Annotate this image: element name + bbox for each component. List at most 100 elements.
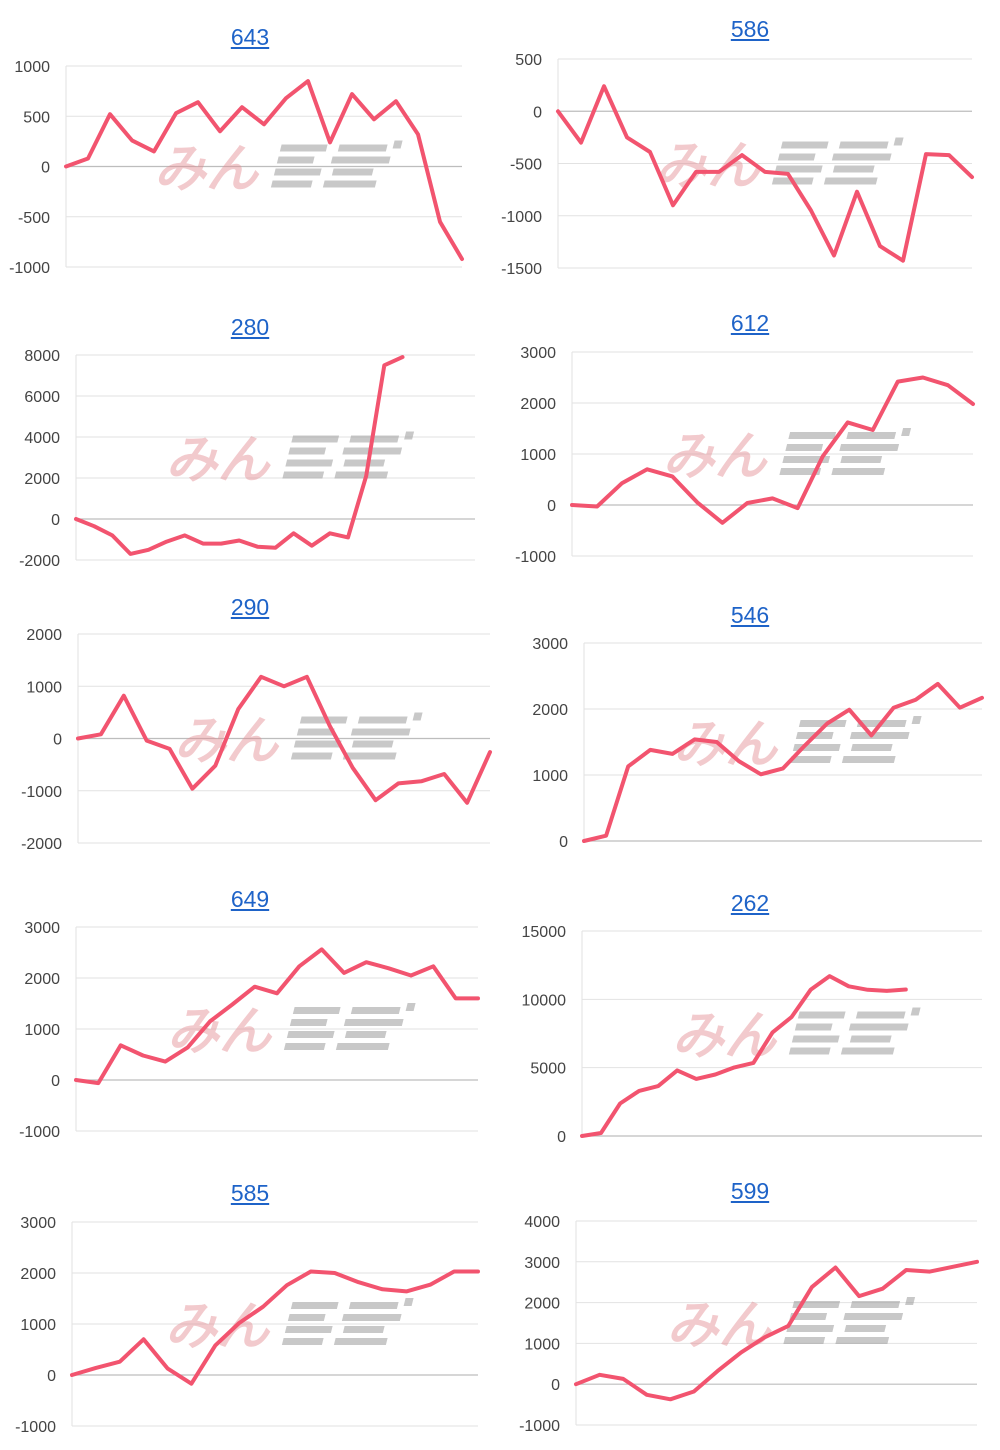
- y-tick-label: 4000: [524, 1214, 560, 1231]
- y-tick-label: 0: [551, 1377, 560, 1394]
- chart-panel: 599 -1000 0 1000 2000 3000 4000 みん: [500, 1160, 1000, 1450]
- y-tick-label: 0: [53, 732, 62, 749]
- watermark-stripes: [290, 712, 423, 760]
- watermark-logo: みん: [663, 427, 912, 487]
- series-line: [570, 375, 975, 525]
- series-line: [64, 79, 464, 261]
- y-tick-label: 0: [47, 1368, 56, 1385]
- chart-panel: 612 -1000 0 1000 2000 3000 みん: [500, 290, 1000, 580]
- watermark-text: みん: [663, 427, 769, 487]
- y-tick-label: -1500: [501, 261, 542, 278]
- y-tick-label: 6000: [24, 389, 60, 406]
- y-tick-label: -2000: [19, 553, 60, 570]
- y-tick-label: -1000: [515, 549, 556, 566]
- y-tick-label: 2000: [520, 396, 556, 413]
- y-tick-label: 1000: [20, 1317, 56, 1334]
- chart-title-link[interactable]: 649: [230, 886, 270, 912]
- watermark-text: みん: [165, 1297, 271, 1357]
- chart-title-link[interactable]: 612: [730, 310, 770, 336]
- y-tick-label: 5000: [530, 1061, 566, 1078]
- y-tick-label: 2000: [524, 1296, 560, 1313]
- y-tick-label: 500: [515, 52, 542, 69]
- y-tick-label: 1000: [14, 59, 50, 76]
- y-tick-label: -2000: [21, 836, 62, 853]
- y-tick-label: 2000: [26, 627, 62, 644]
- y-tick-label: 0: [559, 834, 568, 851]
- y-tick-label: 10000: [522, 992, 567, 1009]
- y-tick-label: -500: [18, 210, 50, 227]
- chart-panel: 262 0 5000 10000 15000 みん: [500, 870, 1000, 1160]
- watermark-logo: みん: [166, 431, 415, 491]
- y-tick-label: 2000: [532, 702, 568, 719]
- y-tick-label: 4000: [24, 430, 60, 447]
- y-tick-label: 0: [51, 1073, 60, 1090]
- watermark-stripes: [282, 431, 415, 479]
- watermark-stripes: [788, 1007, 921, 1055]
- y-tick-label: 1000: [532, 768, 568, 785]
- watermark-logo: みん: [154, 140, 403, 200]
- watermark-text: みん: [167, 1002, 273, 1062]
- y-tick-label: 3000: [20, 1215, 56, 1232]
- y-tick-label: 1000: [520, 447, 556, 464]
- y-tick-label: -1000: [519, 1418, 560, 1435]
- series-line: [556, 84, 974, 263]
- chart-title-link[interactable]: 262: [730, 890, 770, 916]
- y-tick-label: 1000: [26, 679, 62, 696]
- chart-panel: 290 -2000 -1000 0 1000 2000 みん: [0, 580, 500, 870]
- watermark-stripes: [779, 428, 912, 475]
- series-line: [70, 1269, 480, 1386]
- watermark-text: みん: [672, 1007, 778, 1067]
- line-chart: -2000 0 2000 4000 6000 8000 みん: [19, 348, 475, 570]
- chart-title-link[interactable]: 586: [730, 16, 770, 42]
- series-line: [74, 355, 405, 556]
- watermark-logo: みん: [655, 137, 904, 197]
- watermark-text: みん: [667, 1296, 773, 1356]
- y-tick-label: 500: [23, 109, 50, 126]
- watermark-stripes: [270, 140, 403, 188]
- chart-title-link[interactable]: 290: [230, 594, 270, 620]
- chart-title-link[interactable]: 546: [730, 602, 770, 628]
- chart-panel: 643 -1000 -500 0 500 1000 みん: [0, 0, 500, 290]
- y-tick-label: 2000: [24, 471, 60, 488]
- chart-title-link[interactable]: 585: [230, 1180, 270, 1206]
- y-tick-label: 0: [533, 104, 542, 121]
- watermark-logo: みん: [165, 1297, 414, 1357]
- watermark-logo: みん: [167, 1002, 416, 1062]
- y-tick-label: 1000: [24, 1022, 60, 1039]
- series-line: [582, 681, 984, 843]
- y-tick-label: 8000: [24, 348, 60, 365]
- watermark-stripes: [281, 1298, 414, 1345]
- line-chart: 0 1000 2000 3000 みん: [532, 636, 984, 851]
- watermark-stripes: [783, 1297, 916, 1344]
- watermark-stripes: [283, 1003, 416, 1050]
- y-tick-label: -1000: [501, 209, 542, 226]
- line-chart: -1500 -1000 -500 0 500 みん: [501, 52, 974, 278]
- line-chart: 0 5000 10000 15000 みん: [522, 924, 982, 1146]
- watermark-stripes: [771, 137, 904, 185]
- y-tick-label: -500: [510, 157, 542, 174]
- chart-title-link[interactable]: 280: [230, 314, 270, 340]
- y-tick-label: 3000: [532, 636, 568, 653]
- chart-panel: 546 0 1000 2000 3000 みん: [500, 580, 1000, 870]
- line-chart: -1000 0 1000 2000 3000 みん: [15, 1215, 480, 1436]
- watermark-text: みん: [154, 140, 260, 200]
- chart-panel: 586 -1500 -1000 -500 0 500 みん: [500, 0, 1000, 290]
- y-tick-label: 0: [547, 498, 556, 515]
- y-tick-label: 1000: [524, 1336, 560, 1353]
- series-line: [580, 974, 908, 1138]
- chart-panel: 280 -2000 0 2000 4000 6000 8000 みん: [0, 290, 500, 580]
- y-tick-label: -1000: [19, 1124, 60, 1141]
- y-tick-label: 0: [41, 160, 50, 177]
- series-line: [76, 674, 492, 805]
- line-chart: -1000 -500 0 500 1000 みん: [9, 59, 464, 277]
- chart-title-link[interactable]: 643: [230, 24, 270, 50]
- y-tick-label: 2000: [20, 1266, 56, 1283]
- watermark-text: みん: [673, 715, 779, 775]
- line-chart: -2000 -1000 0 1000 2000 みん: [21, 627, 492, 853]
- y-tick-label: 15000: [522, 924, 567, 941]
- watermark-logo: みん: [667, 1296, 916, 1356]
- y-tick-label: 0: [51, 512, 60, 529]
- y-tick-label: 2000: [24, 971, 60, 988]
- chart-title-link[interactable]: 599: [730, 1178, 770, 1204]
